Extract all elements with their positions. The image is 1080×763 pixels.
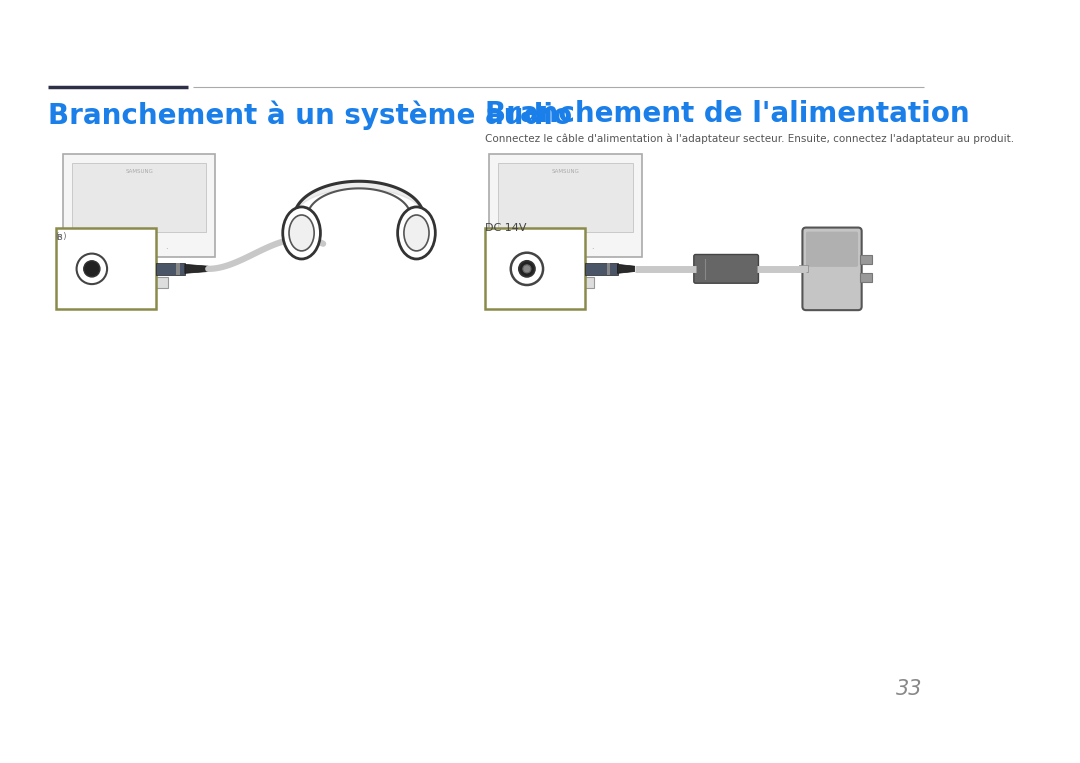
Circle shape [84,261,100,277]
Text: Connectez le câble d'alimentation à l'adaptateur secteur. Ensuite, connectez l'a: Connectez le câble d'alimentation à l'ad… [485,134,1014,143]
Circle shape [518,261,535,277]
Bar [157,262,185,275]
Text: .: . [165,242,167,251]
Bar [56,228,157,309]
Bar [176,262,179,275]
Text: Branchement de l'alimentation: Branchement de l'alimentation [485,100,970,128]
Polygon shape [553,257,578,277]
Ellipse shape [404,215,429,251]
Bar [577,279,581,286]
Bar [150,279,154,286]
Polygon shape [618,264,635,273]
FancyBboxPatch shape [806,232,859,267]
Polygon shape [185,264,208,273]
Text: .: . [591,242,594,251]
Bar [71,163,206,232]
FancyBboxPatch shape [802,227,862,310]
Text: SAMSUNG: SAMSUNG [125,169,153,175]
Circle shape [511,253,543,285]
Bar [860,273,873,282]
Bar [485,228,585,309]
Text: 33: 33 [896,679,922,699]
Ellipse shape [283,207,321,259]
Bar [135,279,140,286]
Ellipse shape [289,215,314,251]
Circle shape [77,253,107,284]
Bar [489,154,642,257]
Text: ʙ: ʙ [56,231,62,242]
Text: DC 14V: DC 14V [485,223,526,233]
Bar [799,266,808,272]
FancyBboxPatch shape [693,255,758,283]
Bar [607,262,610,275]
Bar [129,279,133,286]
Bar [498,163,633,232]
Polygon shape [126,257,151,277]
Bar [537,277,594,288]
Circle shape [523,265,531,273]
Text: SAMSUNG: SAMSUNG [552,169,579,175]
Bar [110,277,167,288]
Bar [585,262,618,275]
Bar [562,279,566,286]
Text: Branchement à un système audio: Branchement à un système audio [49,100,572,130]
Text: (◦): (◦) [56,232,67,241]
Bar [63,154,215,257]
Bar [569,279,573,286]
Bar [555,279,559,286]
Bar [860,256,873,264]
Ellipse shape [397,207,435,259]
Bar [143,279,147,286]
